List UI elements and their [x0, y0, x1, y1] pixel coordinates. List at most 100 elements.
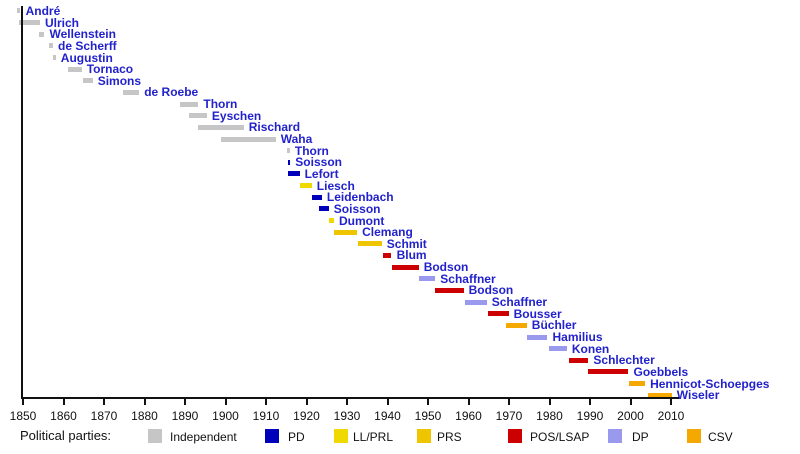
timeline-bar — [68, 66, 82, 72]
minister-label: Wiseler — [676, 388, 720, 403]
timeline-bar — [180, 101, 199, 107]
timeline-bar — [568, 357, 589, 363]
minister-label: Schmit — [386, 236, 427, 251]
minister-label: Bodson — [468, 283, 514, 298]
timeline-bar — [506, 322, 527, 328]
minister-label: Büchler — [531, 318, 577, 333]
minister-label: Thorn — [294, 143, 329, 158]
legend-label-pd: PD — [288, 430, 305, 444]
minister-label: de Roebe — [144, 85, 199, 100]
x-axis-tick-label: 2010 — [657, 409, 685, 423]
x-axis-tick-label: 1890 — [171, 409, 199, 423]
timeline-bar — [357, 241, 382, 247]
legend-swatch-prs — [417, 429, 431, 443]
minister-label: Schlechter — [593, 353, 655, 368]
x-axis-tick-label: 1850 — [9, 409, 37, 423]
legend-label-csv: CSV — [708, 430, 733, 444]
x-axis-tick — [346, 399, 348, 405]
legend-swatch-dp — [608, 429, 622, 443]
timeline-bar — [299, 183, 312, 189]
minister-label: Tornaco — [86, 62, 134, 77]
legend-label-pos_lsap: POS/LSAP — [530, 430, 590, 444]
minister-label: Liesch — [316, 178, 355, 193]
timeline-bar — [287, 159, 291, 165]
timeline-bar — [588, 369, 629, 375]
minister-label: Leidenbach — [326, 190, 394, 205]
timeline-bar — [286, 148, 290, 154]
x-axis-tick — [670, 399, 672, 405]
timeline-bar — [48, 43, 53, 49]
minister-label: Augustin — [60, 50, 113, 65]
minister-label: de Scherff — [58, 38, 117, 53]
timeline-bar — [17, 8, 21, 14]
x-axis-tick — [386, 399, 389, 405]
x-axis-tick-label: 1970 — [495, 409, 523, 423]
legend-label-ind: Independent — [170, 430, 237, 444]
minister-label: Schaffner — [440, 271, 496, 286]
x-axis-tick — [224, 399, 227, 405]
timeline-bar — [435, 287, 464, 293]
legend-title: Political parties: — [20, 428, 112, 443]
x-axis-tick-label: 1920 — [293, 409, 320, 423]
minister-label: Waha — [280, 132, 313, 146]
timeline-bar — [189, 113, 207, 119]
x-axis-tick-label: 1930 — [333, 409, 361, 423]
minister-label: Lefort — [304, 166, 339, 181]
minister-label: Ulrich — [45, 15, 80, 30]
x-axis-tick-label: 1990 — [576, 409, 604, 423]
legend-label-ll_prl: LL/PRL — [353, 430, 394, 444]
timeline-bar — [464, 299, 487, 305]
x-axis-tick-label: 1980 — [536, 409, 563, 423]
x-axis-tick — [22, 399, 24, 405]
minister-label: Rischard — [248, 120, 301, 135]
x-axis-tick — [467, 399, 470, 405]
x-axis-tick — [103, 399, 105, 405]
timeline-bar — [648, 392, 672, 398]
x-axis-tick-label: 1870 — [90, 409, 118, 423]
x-axis-tick — [305, 399, 308, 405]
minister-label: Eyschen — [211, 108, 262, 123]
x-axis-tick — [62, 399, 65, 405]
x-axis-tick — [548, 399, 551, 405]
x-axis-tick-label: 1950 — [414, 409, 442, 423]
x-axis-tick-label: 1910 — [252, 409, 280, 423]
minister-label: André — [25, 3, 61, 18]
x-axis-tick — [427, 399, 429, 405]
timeline-bar — [39, 31, 45, 37]
minister-label: Konen — [571, 341, 610, 356]
minister-label: Soisson — [333, 201, 381, 216]
x-axis-tick-label: 1940 — [374, 409, 401, 423]
legend-swatch-ll_prl — [334, 429, 348, 443]
timeline-bar — [526, 334, 548, 340]
timeline-bar — [628, 381, 646, 386]
x-axis-tick — [184, 399, 186, 405]
x-axis-line — [21, 397, 679, 399]
timeline-bar — [318, 206, 329, 212]
x-axis-tick — [143, 399, 146, 405]
minister-label: Wellenstein — [49, 27, 116, 42]
timeline-bar — [382, 252, 392, 258]
minister-label: Soisson — [295, 155, 342, 170]
minister-label: Dumont — [339, 213, 385, 228]
legend-swatch-csv — [687, 429, 701, 443]
timeline-bar — [311, 194, 322, 200]
x-axis-tick-label: 1880 — [131, 409, 158, 423]
y-axis-line — [21, 6, 23, 399]
minister-label: Goebbels — [633, 364, 689, 379]
timeline-bar — [221, 136, 276, 142]
timeline-bar — [334, 229, 358, 235]
legend-swatch-pos_lsap — [508, 429, 522, 443]
timeline-bar — [83, 78, 93, 84]
minister-label: Schaffner — [491, 295, 548, 309]
legend-label-dp: DP — [632, 430, 649, 444]
x-axis-tick — [508, 399, 510, 405]
x-axis-tick-label: 2000 — [617, 409, 644, 423]
timeline-bar — [391, 264, 419, 270]
x-axis-tick — [589, 399, 591, 405]
minister-label: Hennicot-Schoepges — [650, 376, 770, 391]
minister-label: Blum — [396, 248, 427, 263]
x-axis-tick-label: 1900 — [212, 409, 239, 423]
minister-label: Bousser — [513, 306, 562, 321]
x-axis-tick — [629, 399, 632, 405]
timeline-bar — [53, 55, 56, 60]
